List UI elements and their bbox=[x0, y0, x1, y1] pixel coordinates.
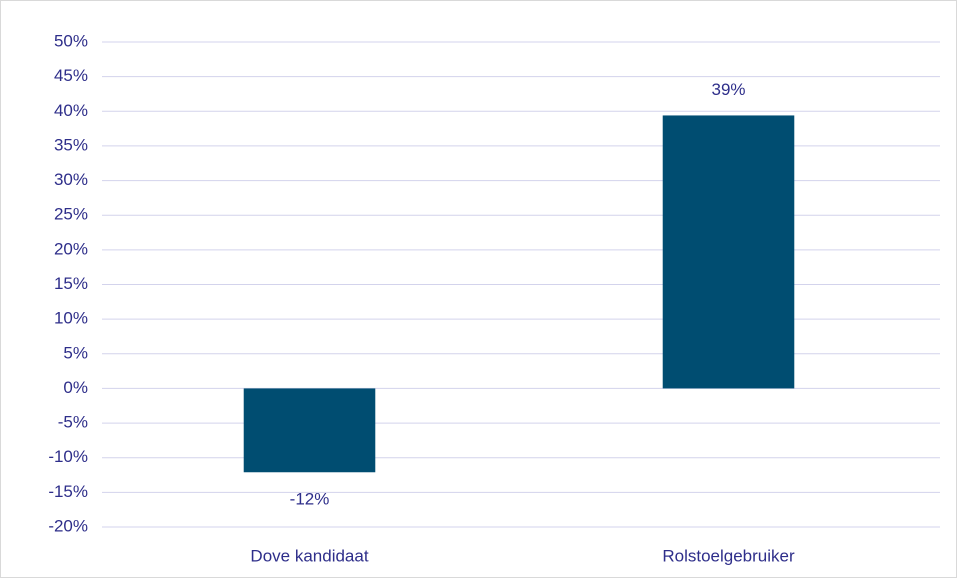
y-tick-label: 0% bbox=[63, 378, 88, 397]
x-tick-label: Dove kandidaat bbox=[250, 546, 368, 565]
y-tick-label: 35% bbox=[54, 135, 88, 154]
y-tick-label: 20% bbox=[54, 239, 88, 258]
data-label: 39% bbox=[711, 80, 745, 99]
y-tick-label: 30% bbox=[54, 170, 88, 189]
y-tick-label: -10% bbox=[48, 447, 88, 466]
y-tick-label: 45% bbox=[54, 66, 88, 85]
y-tick-label: 10% bbox=[54, 309, 88, 328]
y-tick-label: 40% bbox=[54, 101, 88, 120]
x-tick-label: Rolstoelgebruiker bbox=[662, 546, 795, 565]
y-tick-label: 50% bbox=[54, 31, 88, 50]
y-tick-label: 15% bbox=[54, 274, 88, 293]
y-tick-label: -20% bbox=[48, 516, 88, 535]
data-label: -12% bbox=[290, 490, 330, 509]
bar bbox=[662, 115, 795, 389]
y-tick-label: -15% bbox=[48, 482, 88, 501]
y-tick-label: 25% bbox=[54, 205, 88, 224]
y-tick-label: 5% bbox=[63, 343, 88, 362]
y-tick-label: -5% bbox=[58, 413, 88, 432]
bar bbox=[243, 388, 376, 473]
